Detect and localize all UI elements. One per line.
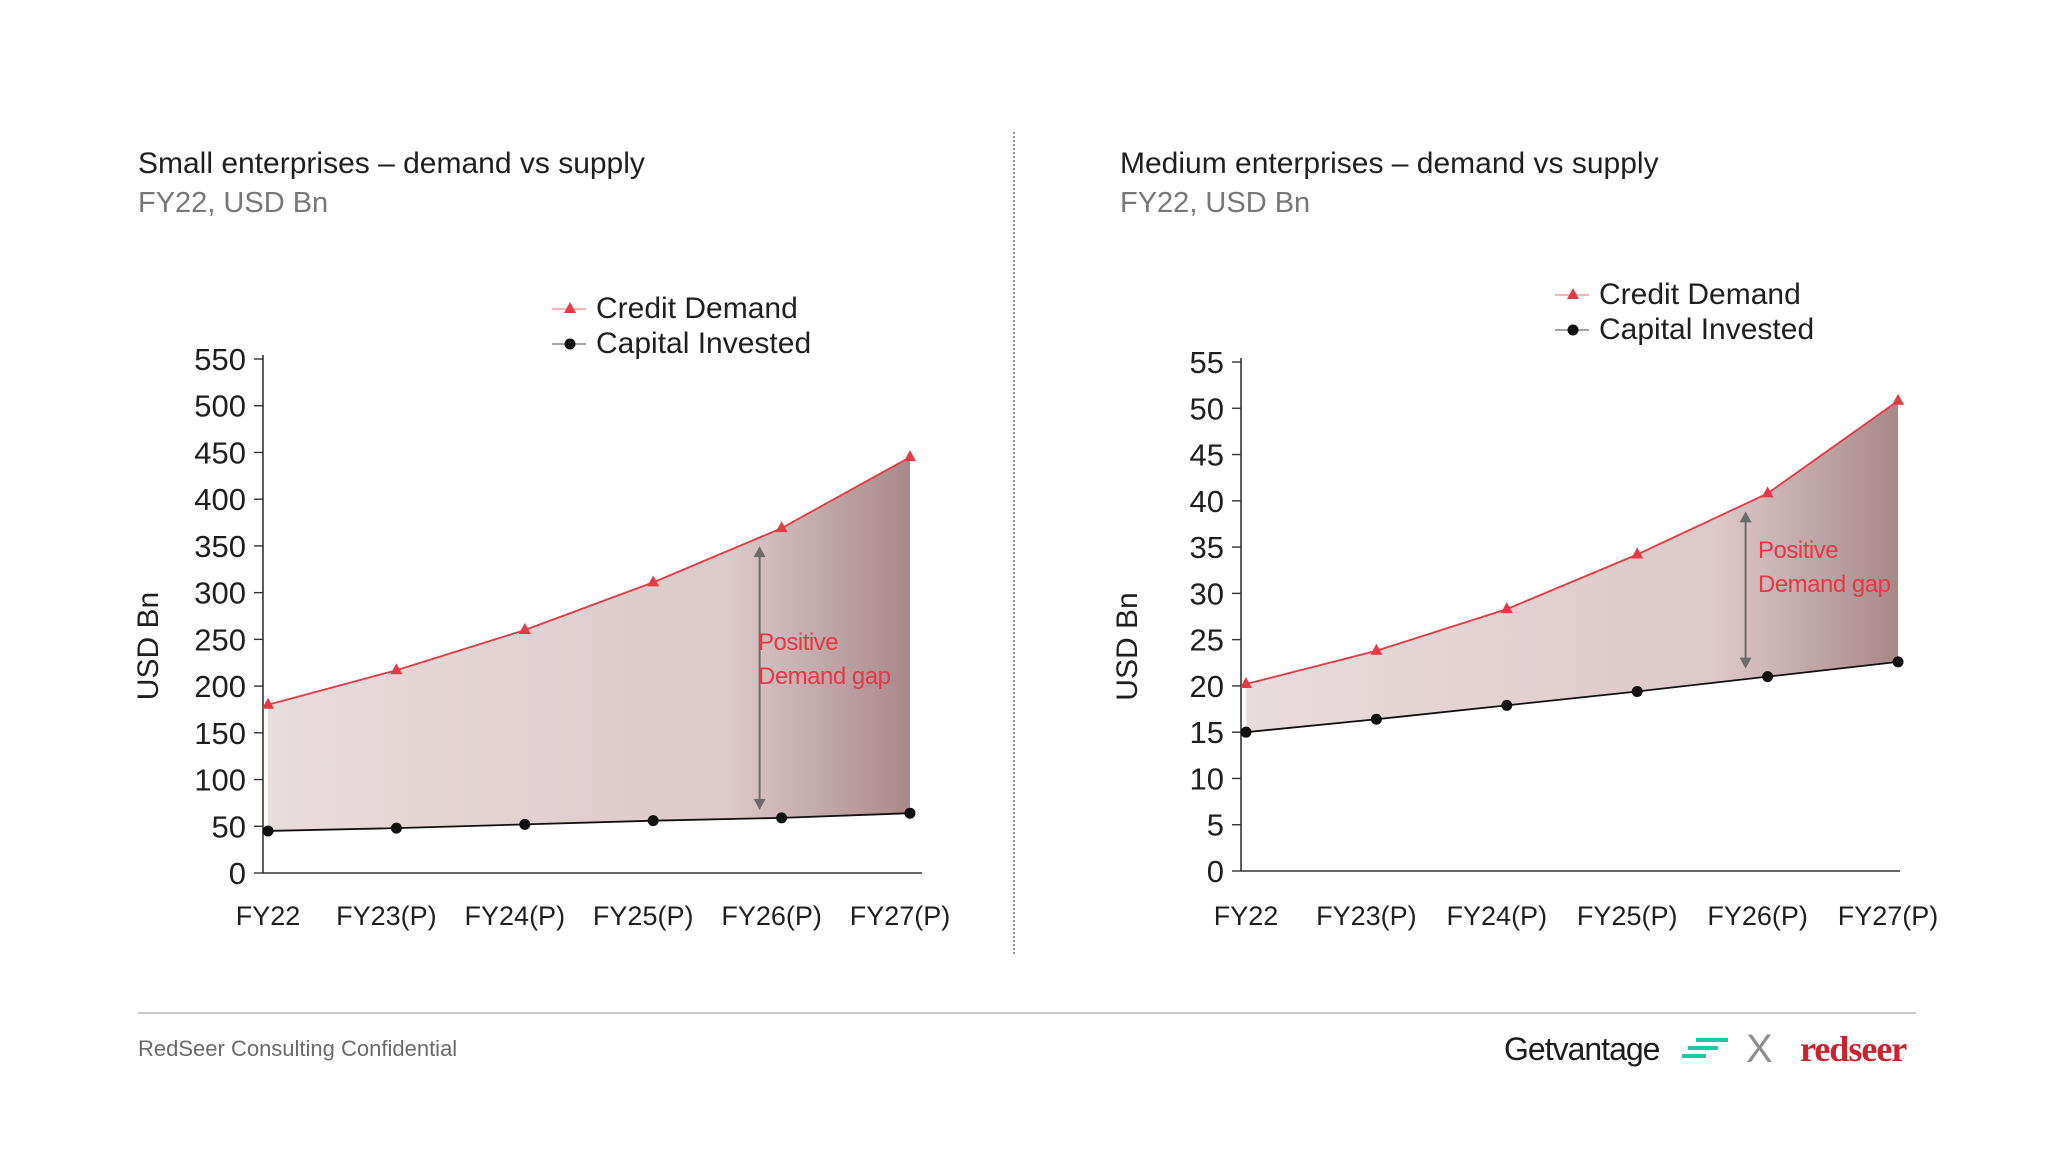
y-tick-label: 150 [194, 716, 246, 751]
capital-invested-point [1762, 671, 1774, 683]
y-tick-label: 55 [1190, 345, 1224, 380]
x-tick-label: FY26(P) [721, 901, 822, 931]
y-tick-label: 50 [1190, 391, 1224, 426]
capital-invested-point [1501, 699, 1513, 711]
credit-demand-point [647, 575, 660, 587]
gap-arrow-head-down [1739, 657, 1752, 669]
x-tick-label: FY25(P) [1577, 901, 1678, 931]
gap-arrow-head-down [753, 798, 766, 810]
credit-demand-point [1761, 486, 1774, 498]
chart-panel-medium: Medium enterprises – demand vs supply FY… [980, 0, 1980, 960]
y-tick-label: 25 [1190, 623, 1224, 658]
y-tick-label: 0 [229, 856, 246, 891]
credit-demand-point [1370, 643, 1383, 655]
y-axis-label: USD Bn [132, 592, 165, 700]
y-axis-label: USD Bn [1111, 592, 1144, 700]
legend-credit-demand: Credit Demand [596, 292, 798, 325]
legend-demand-marker [564, 302, 576, 313]
y-tick-label: 5 [1207, 808, 1224, 843]
capital-invested-point [1631, 685, 1643, 697]
credit-demand-point [904, 450, 916, 462]
capital-invested-point [519, 818, 531, 830]
credit-demand-point [775, 521, 788, 533]
small-enterprises-chart: 0 50 100 150 200 250 300 350 400 450 500 550 FY22 FY2… [132, 292, 951, 931]
capital-invested-point [1240, 726, 1252, 738]
capital-invested-point [647, 815, 659, 827]
gap-annotation-line1: Positive [1758, 537, 1838, 564]
capital-invested-point [904, 807, 916, 819]
chart-panel-small: Small enterprises – demand vs supply FY2… [0, 0, 1000, 960]
panel-divider [1013, 132, 1015, 954]
y-tick-label: 35 [1190, 530, 1224, 565]
legend-invested-marker [564, 338, 576, 350]
legend-invested-marker [1567, 324, 1579, 336]
y-tick-label: 45 [1190, 438, 1224, 473]
legend-credit-demand: Credit Demand [1599, 278, 1801, 311]
capital-invested-line [1245, 660, 1899, 734]
credit-demand-point [1892, 393, 1904, 405]
y-tick-label: 10 [1190, 761, 1224, 796]
x-tick-label: FY24(P) [1447, 901, 1548, 931]
x-tick-label: FY25(P) [593, 901, 694, 931]
legend-capital-invested: Capital Invested [596, 327, 811, 360]
gap-annotation-line2: Demand gap [1758, 571, 1891, 598]
credit-demand-point [1631, 547, 1644, 559]
credit-demand-point [262, 697, 274, 709]
gap-arrow-head-up [753, 546, 766, 558]
capital-invested-point [1370, 713, 1382, 725]
capital-invested-point [1892, 656, 1904, 668]
y-tick-label: 40 [1190, 484, 1224, 519]
chart-subtitle: FY22, USD Bn [138, 187, 329, 219]
y-tick-label: 30 [1190, 576, 1224, 611]
y-tick-label: 500 [194, 389, 246, 424]
redseer-logo: redseer [1800, 1029, 1907, 1069]
capital-invested-point [262, 825, 274, 837]
y-tick-label: 0 [1207, 854, 1224, 889]
gap-arrow-head-up [1739, 511, 1752, 523]
demand-gap-area [268, 457, 910, 831]
x-tick-label: FY26(P) [1707, 901, 1808, 931]
gap-annotation-line1: Positive [758, 629, 838, 656]
x-tick-label: FY24(P) [465, 901, 566, 931]
x-tick-label: FY23(P) [336, 901, 437, 931]
capital-invested-point [776, 812, 788, 824]
gap-annotation-line2: Demand gap [758, 663, 891, 690]
credit-demand-point [1240, 677, 1252, 689]
y-tick-label: 20 [1190, 669, 1224, 704]
y-tick-label: 250 [194, 622, 246, 657]
y-tick-label: 400 [194, 482, 246, 517]
brand-separator: X [1746, 1026, 1773, 1071]
confidential-note: RedSeer Consulting Confidential [138, 1036, 458, 1061]
y-tick-label: 100 [194, 763, 246, 798]
chart-title: Medium enterprises – demand vs supply [1120, 147, 1659, 180]
y-tick-label: 450 [194, 435, 246, 470]
y-tick-label: 350 [194, 529, 246, 564]
x-tick-label: FY27(P) [850, 901, 951, 931]
y-tick-label: 300 [194, 576, 246, 611]
y-tick-label: 200 [194, 669, 246, 704]
legend-demand-marker [1567, 288, 1579, 299]
x-tick-label: FY23(P) [1316, 901, 1417, 931]
y-tick-label: 15 [1190, 715, 1224, 750]
medium-enterprises-chart: 0 5 10 15 20 25 30 35 40 45 50 55 FY22 FY23(P) FY24(P)… [1111, 278, 1939, 931]
credit-demand-point [1500, 602, 1513, 614]
chart-title: Small enterprises – demand vs supply [138, 147, 645, 180]
footer-divider [138, 1012, 1916, 1014]
credit-demand-line [1245, 400, 1899, 685]
demand-gap-area [1246, 400, 1898, 733]
credit-demand-point [518, 623, 531, 635]
credit-demand-point [390, 663, 403, 675]
legend-capital-invested: Capital Invested [1599, 313, 1814, 346]
credit-demand-line [267, 456, 911, 706]
x-tick-label: FY27(P) [1838, 901, 1939, 931]
capital-invested-line [267, 812, 911, 832]
y-tick-label: 50 [212, 809, 246, 844]
getvantage-stripes-icon [1682, 1038, 1728, 1058]
chart-subtitle: FY22, USD Bn [1120, 187, 1311, 219]
x-tick-label: FY22 [1214, 901, 1279, 931]
capital-invested-point [390, 822, 402, 834]
x-tick-label: FY22 [236, 901, 301, 931]
y-tick-label: 550 [194, 342, 246, 377]
getvantage-logo: Getvantage [1504, 1030, 1660, 1067]
